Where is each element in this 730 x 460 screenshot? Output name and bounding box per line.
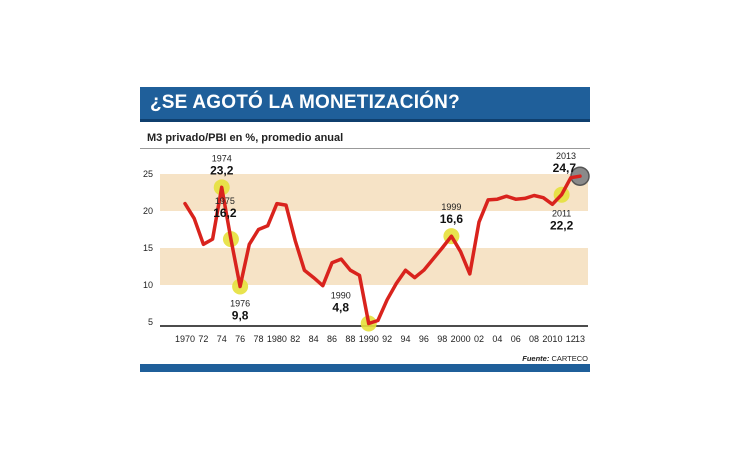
x-tick-label: 13	[575, 334, 585, 344]
x-tick-label: 84	[309, 334, 319, 344]
x-tick-label: 76	[235, 334, 245, 344]
x-tick-label: 92	[382, 334, 392, 344]
chart-title: ¿SE AGOTÓ LA MONETIZACIÓN?	[150, 92, 460, 113]
annotation-value: 16,6	[440, 212, 464, 226]
divider	[140, 148, 590, 149]
band-1	[160, 248, 588, 285]
annotation-value: 4,8	[332, 300, 349, 314]
annotation-year: 1999	[441, 202, 461, 212]
source-name: CARTECO	[551, 354, 588, 363]
x-tick-label: 98	[437, 334, 447, 344]
band-0	[160, 174, 588, 211]
x-tick-label: 72	[198, 334, 208, 344]
x-tick-label: 86	[327, 334, 337, 344]
y-tick-label: 25	[143, 169, 153, 179]
y-tick-label: 5	[148, 317, 153, 327]
source-note: Fuente: CARTECO	[522, 354, 588, 363]
x-tick-label: 02	[474, 334, 484, 344]
title-banner: ¿SE AGOTÓ LA MONETIZACIÓN?	[140, 87, 590, 122]
x-tick-label: 08	[529, 334, 539, 344]
source-label: Fuente:	[522, 354, 550, 363]
annotation-year: 1976	[230, 298, 250, 308]
x-tick-label: 74	[217, 334, 227, 344]
annotation-year: 1990	[331, 290, 351, 300]
y-tick-label: 10	[143, 280, 153, 290]
x-tick-label: 82	[290, 334, 300, 344]
x-tick-label: 2000	[451, 334, 471, 344]
x-tick-label: 96	[419, 334, 429, 344]
annotation-year: 2011	[552, 209, 571, 219]
x-tick-label: 2010	[542, 334, 562, 344]
x-tick-label: 88	[345, 334, 355, 344]
annotation-value: 16,2	[213, 206, 237, 220]
annotation-value: 9,8	[232, 308, 249, 322]
y-tick-label: 20	[143, 206, 153, 216]
annotation-value: 23,2	[210, 163, 234, 177]
chart-subtitle: M3 privado/PBI en %, promedio anual	[147, 132, 344, 144]
x-tick-label: 04	[492, 334, 502, 344]
series-line	[183, 174, 582, 326]
annotation-year: 1974	[212, 153, 232, 163]
annotation-value: 22,2	[550, 219, 574, 233]
x-tick-label: 12	[566, 334, 576, 344]
annotation-value: 24,7	[553, 161, 577, 175]
annotation-year: 2013	[556, 151, 576, 161]
x-tick-label: 1980	[267, 334, 287, 344]
x-tick-label: 78	[253, 334, 263, 344]
x-tick-label: 1970	[175, 334, 195, 344]
y-tick-label: 15	[143, 243, 153, 253]
x-tick-label: 94	[400, 334, 410, 344]
annotation-year: 1975	[215, 196, 235, 206]
footer-bar	[140, 364, 590, 372]
x-tick-label: 06	[511, 334, 521, 344]
x-tick-label: 1990	[359, 334, 379, 344]
